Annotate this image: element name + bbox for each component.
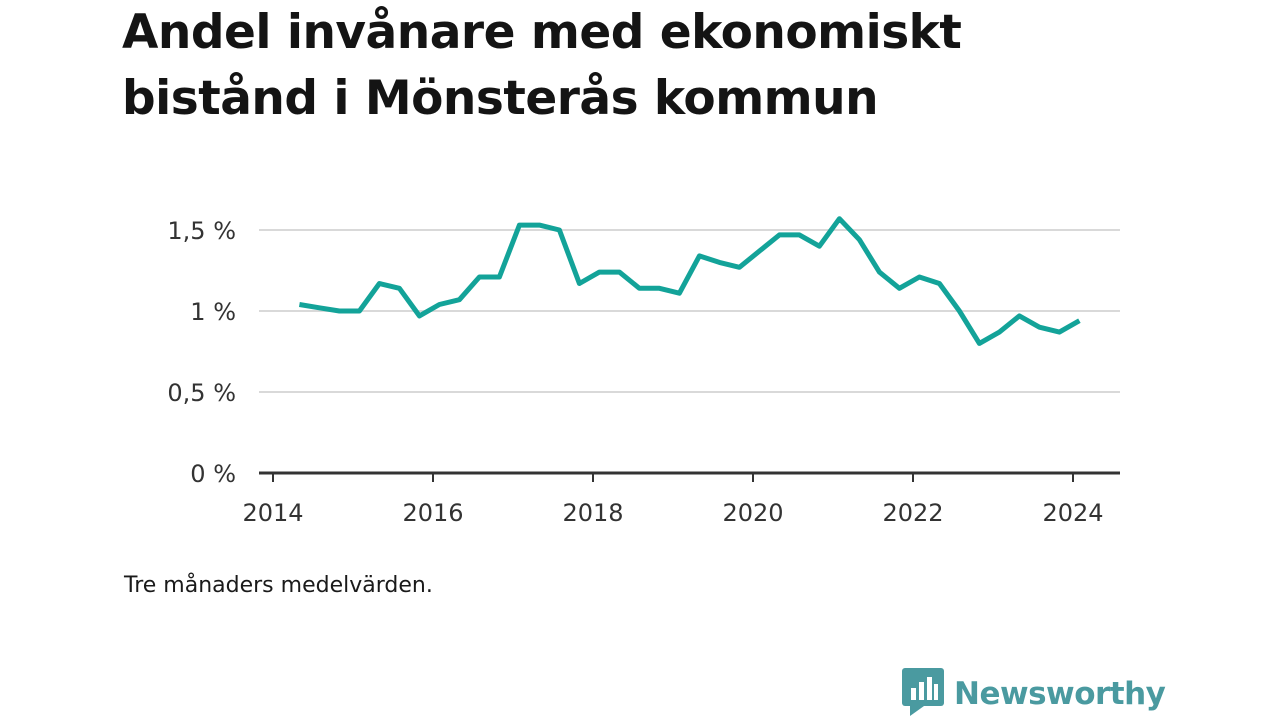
brand-name: Newsworthy xyxy=(954,676,1166,712)
chart-title: Andel invånare med ekonomiskt bistånd i … xyxy=(122,5,962,126)
series-line xyxy=(298,216,1081,346)
gridlines xyxy=(259,229,1120,393)
data-points xyxy=(297,216,1082,346)
chart-note: Tre månaders medelvärden. xyxy=(124,573,433,598)
y-tick-label: 1 % xyxy=(190,298,236,326)
x-tick-label: 2018 xyxy=(562,499,623,527)
y-tick-label: 0,5 % xyxy=(167,379,236,407)
x-tick-label: 2014 xyxy=(242,499,303,527)
bar-chart-speech-bubble-icon xyxy=(902,668,944,720)
x-axis xyxy=(259,471,1120,482)
x-tick-label: 2024 xyxy=(1042,499,1103,527)
brand-logo: Newsworthy xyxy=(902,668,1166,720)
x-tick-label: 2022 xyxy=(882,499,943,527)
x-tick-label: 2016 xyxy=(402,499,463,527)
y-tick-label: 0 % xyxy=(190,460,236,488)
x-axis-labels: 2014 2016 2018 2020 2022 2024 xyxy=(242,499,1103,527)
x-tick-label: 2020 xyxy=(722,499,783,527)
y-axis-labels: 0 % 0,5 % 1 % 1,5 % xyxy=(167,217,236,488)
y-tick-label: 1,5 % xyxy=(167,217,236,245)
series-lines xyxy=(297,216,1082,346)
